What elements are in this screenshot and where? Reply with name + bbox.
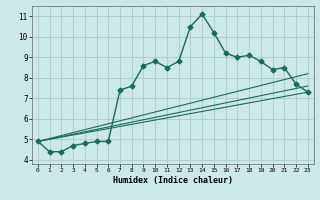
X-axis label: Humidex (Indice chaleur): Humidex (Indice chaleur) — [113, 176, 233, 185]
